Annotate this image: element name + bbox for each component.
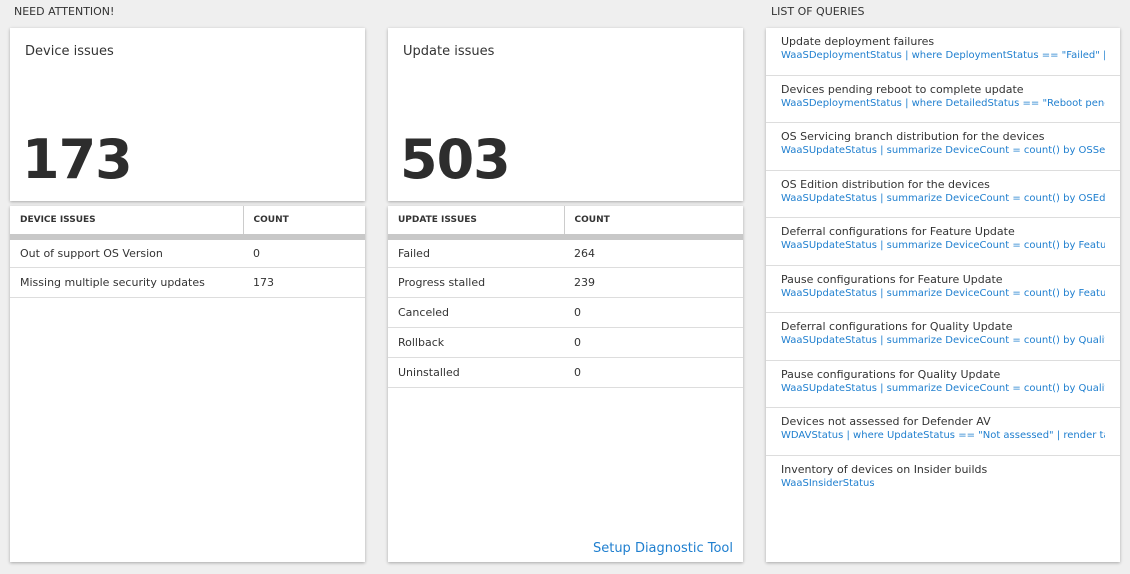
query-item[interactable]: OS Servicing branch distribution for the… xyxy=(766,123,1120,171)
tile-title: Update issues xyxy=(403,44,495,59)
column-header[interactable]: COUNT xyxy=(243,206,365,240)
column-header[interactable]: DEVICE ISSUES xyxy=(10,206,244,240)
query-title: Pause configurations for Feature Update xyxy=(781,272,1003,286)
tile-value: 173 xyxy=(22,128,133,191)
cell-count: 239 xyxy=(564,267,743,298)
query-title: Update deployment failures xyxy=(781,35,935,48)
query-title: Devices not assessed for Defender AV xyxy=(781,415,991,428)
query-link[interactable]: WaaSDeploymentStatus | where DeploymentS… xyxy=(781,50,1105,61)
tile-title: Device issues xyxy=(25,44,114,59)
cell-count: 0 xyxy=(564,327,743,358)
query-title: Devices pending reboot to complete updat… xyxy=(781,82,1024,96)
cell-count: 0 xyxy=(564,357,743,388)
query-list: Update deployment failures WaaSDeployment… xyxy=(766,28,1120,562)
cell-issue: Failed xyxy=(388,237,564,268)
cell-count: 264 xyxy=(564,237,743,268)
query-link[interactable]: WaaSUpdateStatus | summarize DeviceCount… xyxy=(781,240,1105,251)
update-issues-tile[interactable]: Update issues 503 xyxy=(388,28,743,201)
table-row[interactable]: Out of support OS Version 0 xyxy=(10,237,365,268)
table-row[interactable]: Uninstalled 0 xyxy=(388,357,743,388)
table-row[interactable]: Progress stalled 239 xyxy=(388,267,743,298)
query-title: Pause configurations for Quality Update xyxy=(781,367,1001,381)
update-issues-table: UPDATE ISSUES COUNT Failed 264 Progress st… xyxy=(388,206,743,388)
device-issues-table-card: DEVICE ISSUES COUNT Out of support OS Ver… xyxy=(10,206,365,562)
query-link[interactable]: WaaSDeploymentStatus | where DetailedSta… xyxy=(781,97,1105,109)
list-of-queries-heading: LIST OF QUERIES xyxy=(771,5,865,18)
cell-issue: Missing multiple security updates xyxy=(10,267,243,298)
table-row[interactable]: Failed 264 xyxy=(388,237,743,268)
update-issues-table-card: UPDATE ISSUES COUNT Failed 264 Progress st… xyxy=(388,206,743,562)
need-attention-heading: NEED ATTENTION! xyxy=(14,5,115,18)
cell-count: 0 xyxy=(564,297,743,328)
column-header[interactable]: UPDATE ISSUES xyxy=(388,206,565,240)
query-item[interactable]: Update deployment failures WaaSDeployment… xyxy=(766,28,1120,76)
query-title: Deferral configurations for Feature Upda… xyxy=(781,225,1015,238)
query-item[interactable]: Inventory of devices on Insider builds Wa… xyxy=(766,456,1120,504)
cell-count: 0 xyxy=(243,237,365,268)
query-item[interactable]: OS Edition distribution for the devices W… xyxy=(766,171,1120,218)
table-row[interactable]: Rollback 0 xyxy=(388,327,743,358)
device-issues-tile[interactable]: Device issues 173 xyxy=(10,28,365,201)
column-header[interactable]: COUNT xyxy=(564,206,743,240)
query-item[interactable]: Pause configurations for Feature Update W… xyxy=(766,266,1120,313)
cell-count: 173 xyxy=(243,267,365,298)
setup-diagnostic-tool-link[interactable]: Setup Diagnostic Tool xyxy=(592,541,733,556)
cell-issue: Uninstalled xyxy=(388,357,564,388)
cell-issue: Canceled xyxy=(388,297,564,328)
query-item[interactable]: Deferral configurations for Quality Upda… xyxy=(766,313,1120,361)
tile-value: 503 xyxy=(400,128,511,191)
query-item[interactable]: Devices not assessed for Defender AV WDAV… xyxy=(766,408,1120,456)
query-title: Deferral configurations for Quality Upda… xyxy=(781,320,1013,333)
query-link[interactable]: WaaSUpdateStatus | summarize DeviceCount… xyxy=(781,145,1105,156)
query-link[interactable]: WaaSInsiderStatus xyxy=(781,477,875,489)
query-link[interactable]: WDAVStatus | where UpdateStatus == "Not … xyxy=(781,430,1105,441)
device-issues-table: DEVICE ISSUES COUNT Out of support OS Ver… xyxy=(10,206,365,298)
query-link[interactable]: WaaSUpdateStatus | summarize DeviceCount… xyxy=(781,192,1105,204)
query-link[interactable]: WaaSUpdateStatus | summarize DeviceCount… xyxy=(781,382,1105,394)
table-row[interactable]: Missing multiple security updates 173 xyxy=(10,267,365,298)
query-title: OS Edition distribution for the devices xyxy=(781,177,990,191)
query-title: OS Servicing branch distribution for the… xyxy=(781,130,1045,143)
cell-issue: Out of support OS Version xyxy=(10,237,243,268)
query-link[interactable]: WaaSUpdateStatus | summarize DeviceCount… xyxy=(781,335,1105,346)
query-title: Inventory of devices on Insider builds xyxy=(781,462,988,476)
query-item[interactable]: Devices pending reboot to complete updat… xyxy=(766,76,1120,123)
query-item[interactable]: Pause configurations for Quality Update W… xyxy=(766,361,1120,408)
cell-issue: Progress stalled xyxy=(388,267,564,298)
query-link[interactable]: WaaSUpdateStatus | summarize DeviceCount… xyxy=(781,287,1105,299)
cell-issue: Rollback xyxy=(388,327,564,358)
query-item[interactable]: Deferral configurations for Feature Upda… xyxy=(766,218,1120,266)
table-row[interactable]: Canceled 0 xyxy=(388,297,743,328)
